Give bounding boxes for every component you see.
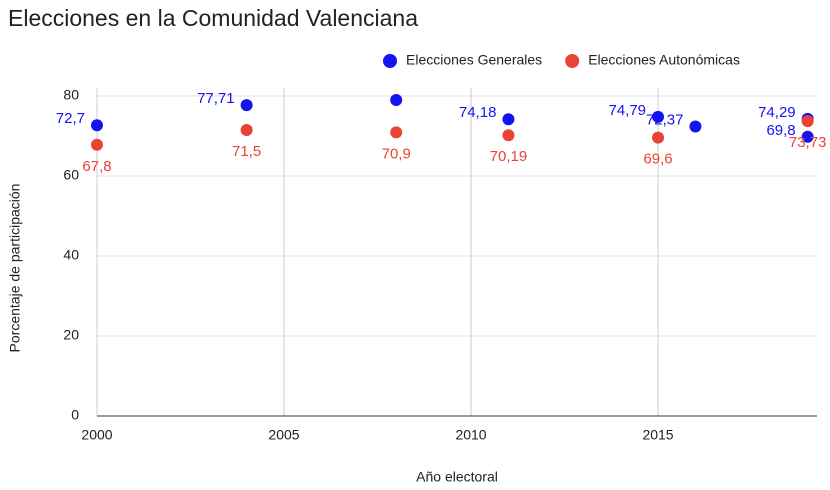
point [502, 113, 515, 126]
legend-label: Elecciones Generales [406, 52, 542, 68]
y-tick-label: 20 [63, 327, 79, 343]
x-tick-label: 2010 [455, 427, 486, 443]
data-label: 67,8 [82, 158, 111, 175]
data-label: 74,79 [608, 102, 646, 119]
point [390, 126, 403, 139]
y-tick-label: 40 [63, 247, 79, 263]
y-tick-label: 80 [63, 87, 79, 103]
point [240, 124, 253, 136]
point [652, 131, 665, 144]
point [801, 130, 814, 143]
data-label: 77,71 [197, 90, 235, 107]
data-label: 72,37 [646, 111, 684, 128]
data-label: 73,73 [789, 134, 827, 151]
x-tick-label: 2015 [642, 427, 673, 443]
legend-marker [565, 54, 580, 68]
data-label: 69,6 [643, 151, 672, 168]
data-label: 71,5 [232, 143, 261, 160]
point [689, 120, 702, 133]
point [801, 115, 814, 128]
data-label: 74,29 [758, 104, 796, 121]
point [652, 110, 665, 123]
data-label: 69,8 [766, 122, 795, 139]
data-label: 72,7 [56, 110, 85, 127]
data-label: 70,19 [490, 148, 528, 165]
x-axis-title: Año electoral [416, 469, 498, 485]
legend-marker [383, 54, 397, 68]
point [240, 99, 253, 112]
y-tick-label: 0 [71, 407, 79, 423]
y-axis-title: Porcentaje de participación [7, 184, 23, 353]
data-label: 74,18 [459, 104, 497, 121]
point [390, 94, 403, 106]
y-tick-label: 60 [63, 167, 79, 183]
legend-label: Elecciones Autonómicas [588, 52, 740, 68]
point [502, 129, 515, 142]
data-label: 70,9 [382, 145, 411, 162]
point [91, 119, 103, 132]
point [91, 138, 103, 151]
x-tick-label: 2005 [268, 427, 299, 443]
chart-title: Elecciones en la Comunidad Valenciana [8, 5, 418, 31]
x-tick-label: 2000 [81, 427, 112, 443]
